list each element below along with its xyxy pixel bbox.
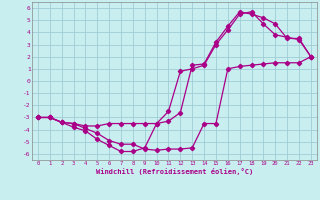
X-axis label: Windchill (Refroidissement éolien,°C): Windchill (Refroidissement éolien,°C) <box>96 168 253 175</box>
